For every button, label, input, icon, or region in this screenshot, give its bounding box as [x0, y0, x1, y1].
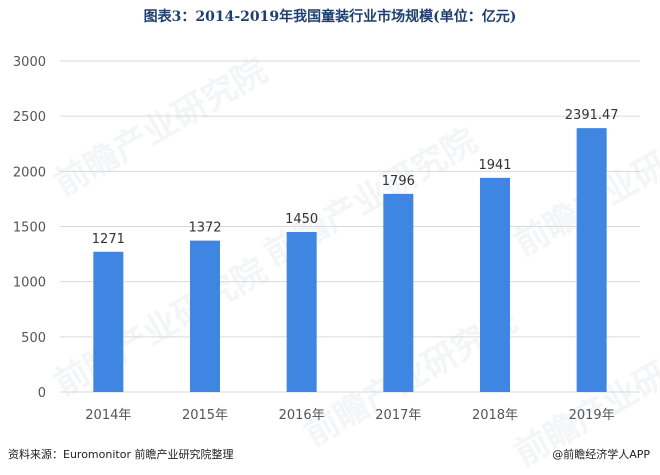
y-tick-label: 2500: [13, 110, 46, 125]
bar-value-label: 2391.47: [565, 108, 619, 123]
grid-lines: [60, 60, 640, 393]
x-tick-label: 2017年: [375, 408, 421, 423]
bars: [93, 128, 607, 392]
bar: [383, 193, 414, 392]
chart-title: 图表3：2014-2019年我国童装行业市场规模(单位：亿元): [143, 9, 517, 25]
y-axis-ticks: 0 500 1000 1500 2000 2500 3000: [13, 55, 46, 401]
bar-value-label: 1271: [92, 232, 125, 247]
bar: [480, 177, 510, 392]
y-tick-label: 1000: [13, 276, 46, 291]
bar-value-label: 1796: [382, 174, 415, 189]
bar-value-label: 1941: [478, 158, 511, 173]
brand-credit: @前瞻经济学人APP: [552, 448, 650, 461]
x-tick-label: 2019年: [569, 408, 615, 423]
bar: [190, 240, 220, 392]
y-tick-label: 1500: [13, 221, 46, 236]
y-tick-label: 3000: [13, 55, 46, 70]
y-tick-label: 2000: [13, 165, 46, 180]
x-tick-label: 2015年: [182, 408, 228, 423]
y-tick-label: 500: [21, 331, 46, 346]
source-note: 资料来源：Euromonitor 前瞻产业研究院整理: [8, 448, 234, 461]
x-tick-label: 2014年: [85, 408, 131, 423]
x-tick-label: 2016年: [279, 408, 325, 423]
bar-value-label: 1450: [285, 212, 318, 227]
bar-value-labels: 1271 1372 1450 1796 1941 2391.47: [92, 108, 619, 247]
bar: [286, 232, 317, 392]
x-axis-ticks: 2014年 2015年 2016年 2017年 2018年 2019年: [85, 408, 614, 423]
bar: [93, 251, 124, 392]
x-tick-label: 2018年: [472, 408, 518, 423]
bar-value-label: 1372: [188, 221, 221, 236]
y-tick-label: 0: [38, 386, 46, 401]
bar: [576, 128, 607, 392]
